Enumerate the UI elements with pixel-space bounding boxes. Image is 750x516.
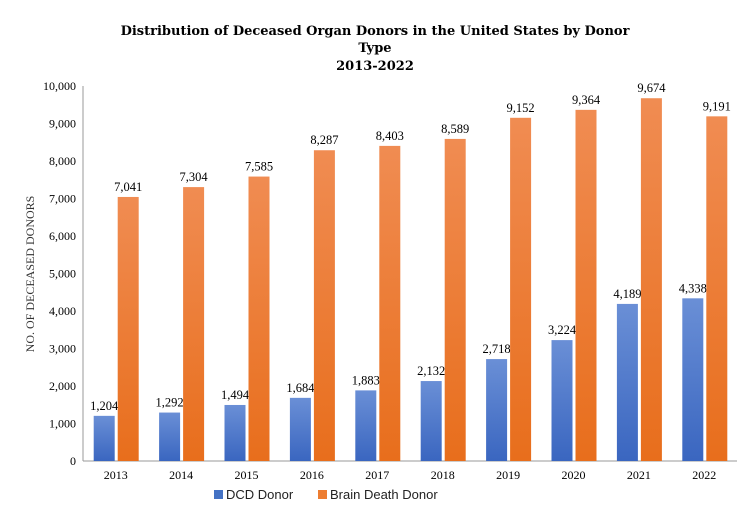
x-tick-label: 2020 [562,468,586,482]
bar-brain-death-2016 [313,150,335,462]
bar-brain-death-2022 [706,116,728,462]
data-label: 9,191 [703,99,731,113]
data-label: 7,304 [180,170,209,184]
bar-brain-death-2021 [640,98,662,461]
y-tick-label: 3,000 [49,342,76,356]
data-label: 4,338 [679,281,707,295]
y-axis-title: NO. OF DECEASED DONORS [23,196,37,353]
data-label: 1,292 [156,396,184,410]
y-tick-label: 2,000 [49,379,76,393]
y-tick-label: 7,000 [49,192,76,206]
bar-dcd-2013 [93,415,115,461]
x-tick-label: 2018 [431,468,455,482]
bar-dcd-2018 [420,381,442,461]
chart-title-line-2: Type [358,41,391,56]
data-label: 1,883 [352,373,380,387]
bar-dcd-2015 [224,404,246,461]
bar-dcd-2016 [289,397,311,461]
data-label: 2,718 [483,342,511,356]
y-tick-label: 9,000 [49,117,76,131]
bar-brain-death-2017 [379,145,401,461]
legend-label-brain-death: Brain Death Donor [330,487,438,502]
y-tick-label: 5,000 [49,267,76,281]
bar-dcd-2014 [159,412,181,461]
data-label: 1,684 [286,381,315,395]
data-label: 9,674 [637,81,666,95]
y-tick-label: 1,000 [49,417,76,431]
legend-label-dcd: DCD Donor [226,487,294,502]
bar-dcd-2017 [355,390,377,461]
data-label: 4,189 [613,287,641,301]
chart-title-line-1: Distribution of Deceased Organ Donors in… [121,24,630,39]
data-label: 9,364 [572,93,601,107]
data-label: 1,204 [90,399,119,413]
y-tick-label: 4,000 [49,304,76,318]
x-tick-label: 2015 [235,468,259,482]
y-tick-label: 0 [70,454,76,468]
bar-brain-death-2019 [510,117,532,462]
legend-swatch-brain-death [318,490,327,499]
data-label: 7,585 [245,160,273,174]
x-tick-label: 2017 [365,468,389,482]
bar-dcd-2021 [616,303,638,461]
chart-title-line-3: 2013-2022 [336,59,414,74]
x-tick-label: 2014 [169,468,193,482]
bar-dcd-2020 [551,340,573,461]
bar-brain-death-2014 [183,187,205,461]
y-tick-label: 10,000 [43,79,76,93]
data-label: 2,132 [417,364,445,378]
data-label: 8,589 [441,122,469,136]
legend: DCD Donor Brain Death Donor [214,487,438,502]
data-label: 8,287 [310,133,338,147]
bar-dcd-2022 [682,298,704,461]
data-label: 7,041 [114,180,142,194]
data-label: 8,403 [376,129,404,143]
x-tick-label: 2021 [627,468,651,482]
legend-swatch-dcd [214,490,223,499]
bar-brain-death-2015 [248,176,270,461]
bar-brain-death-2013 [117,196,139,461]
x-tick-label: 2019 [496,468,520,482]
bar-brain-death-2020 [575,109,597,461]
x-tick-label: 2022 [692,468,716,482]
data-label: 3,224 [548,323,577,337]
data-label: 1,494 [221,388,250,402]
bar-brain-death-2018 [444,138,466,461]
x-tick-label: 2016 [300,468,324,482]
bar-dcd-2019 [486,359,508,461]
y-tick-label: 8,000 [49,154,76,168]
data-label: 9,152 [507,101,535,115]
y-tick-label: 6,000 [49,229,76,243]
x-tick-label: 2013 [104,468,128,482]
